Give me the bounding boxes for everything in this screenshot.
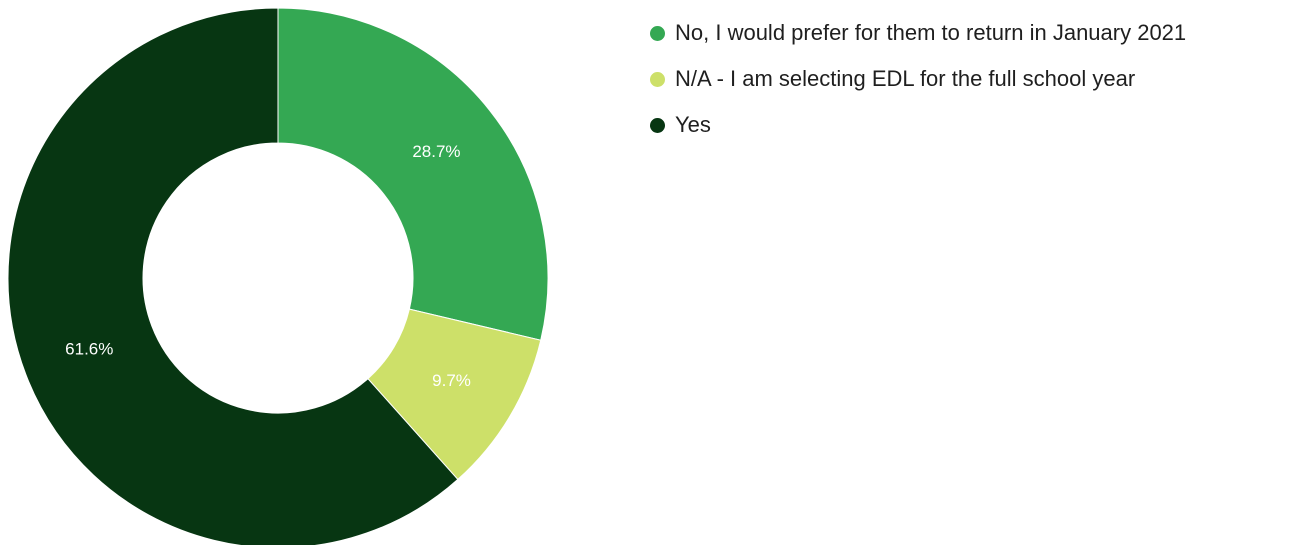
slice-label-1: 9.7%	[432, 371, 471, 390]
legend-label: Yes	[675, 112, 711, 137]
donut-slice-2[interactable]	[7, 7, 459, 545]
slice-label-2: 61.6%	[65, 339, 113, 358]
legend-swatch-icon	[650, 71, 665, 87]
slice-labels-group: 28.7% 9.7% 61.6%	[65, 142, 471, 390]
legend-label: No, I would prefer for them to return in…	[675, 20, 1187, 45]
legend-item-1[interactable]: N/A - I am selecting EDL for the full sc…	[650, 56, 1186, 102]
legend-swatch-icon	[650, 25, 665, 41]
legend: No, I would prefer for them to return in…	[650, 10, 1186, 148]
legend-item-2[interactable]: Yes	[650, 102, 1186, 148]
legend-item-0[interactable]: No, I would prefer for them to return in…	[650, 10, 1186, 56]
slice-label-0: 28.7%	[412, 142, 460, 161]
slices-group	[7, 7, 549, 545]
legend-swatch-icon	[650, 117, 665, 133]
legend-label: N/A - I am selecting EDL for the full sc…	[675, 66, 1136, 91]
donut-slice-0[interactable]	[277, 7, 549, 341]
